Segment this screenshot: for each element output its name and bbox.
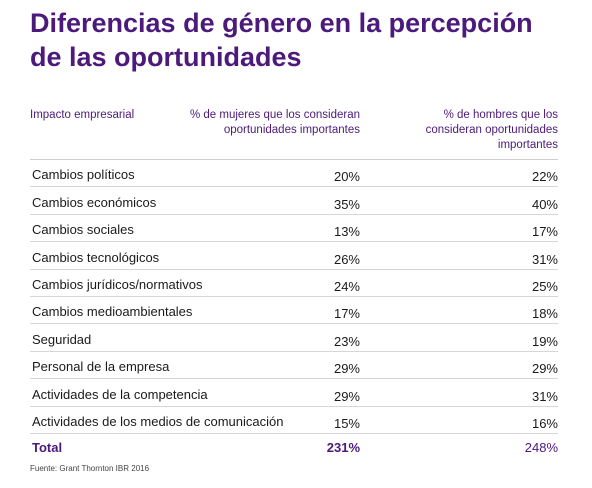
total-label: Total: [32, 440, 63, 455]
row-label: Cambios sociales: [32, 222, 134, 238]
row-label: Actividades de la competencia: [32, 386, 208, 402]
women-value: 29%: [333, 388, 360, 404]
table-row: Cambios tecnológicos 26% 31%: [30, 242, 558, 270]
page-title: Diferencias de género en la percepción d…: [30, 8, 533, 72]
men-value: 19%: [531, 333, 558, 349]
women-value: 20%: [333, 169, 360, 185]
row-label: Cambios tecnológicos: [32, 249, 160, 265]
men-value: 25%: [531, 278, 558, 294]
women-value: 15%: [333, 415, 360, 431]
table-row: Personal de la empresa 29% 29%: [30, 352, 558, 380]
women-value: 13%: [333, 224, 360, 240]
table-row: Seguridad 23% 19%: [30, 324, 558, 352]
table-row: Cambios políticos 20% 22%: [30, 160, 558, 188]
total-men-value: 248%: [524, 440, 558, 455]
table-row: Actividades de la competencia 29% 31%: [30, 379, 558, 407]
women-value: 35%: [333, 196, 360, 212]
table-row: Actividades de los medios de comunicació…: [30, 407, 558, 434]
women-value: 23%: [333, 333, 360, 349]
header-divider: [30, 159, 558, 160]
column-header-men: % de hombres que los consideran oportuni…: [425, 109, 558, 151]
women-value: 17%: [333, 306, 360, 322]
men-value: 40%: [531, 196, 558, 212]
men-value: 16%: [531, 415, 558, 431]
men-value: 18%: [531, 306, 558, 322]
total-women-value: 231%: [326, 440, 360, 455]
table-row: Cambios sociales 13% 17%: [30, 215, 558, 243]
men-value: 22%: [531, 169, 558, 185]
women-value: 26%: [333, 251, 360, 267]
column-header-impact: Impacto empresarial: [30, 109, 135, 121]
men-value: 29%: [531, 361, 558, 377]
women-value: 24%: [333, 278, 360, 294]
column-header-women: % de mujeres que los consideran oportuni…: [189, 109, 360, 136]
row-label: Actividades de los medios de comunicació…: [32, 413, 284, 429]
table-body: Cambios políticos 20% 22% Cambios económ…: [30, 160, 558, 434]
men-value: 17%: [531, 224, 558, 240]
table-row: Cambios medioambientales 17% 18%: [30, 297, 558, 325]
row-label: Seguridad: [32, 331, 92, 347]
row-label: Personal de la empresa: [32, 359, 170, 375]
men-value: 31%: [531, 251, 558, 267]
source-note: Fuente: Grant Thornton IBR 2016: [30, 464, 150, 473]
total-row: Total 231% 248%: [30, 440, 558, 460]
row-label: Cambios medioambientales: [32, 304, 193, 320]
women-value: 29%: [333, 361, 360, 377]
table-row: Cambios jurídicos/normativos 24% 25%: [30, 270, 558, 297]
row-label: Cambios políticos: [32, 167, 135, 183]
row-label: Cambios jurídicos/normativos: [32, 276, 203, 292]
table-row: Cambios económicos 35% 40%: [30, 187, 558, 215]
row-label: Cambios económicos: [32, 194, 157, 210]
men-value: 31%: [531, 388, 558, 404]
